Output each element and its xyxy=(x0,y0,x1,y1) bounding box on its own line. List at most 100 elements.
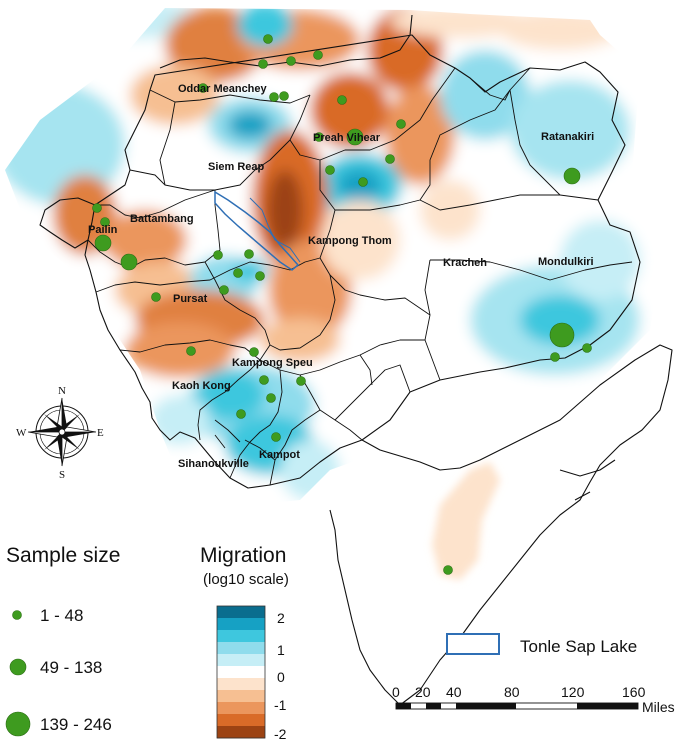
province-label-oddar-meanchey: Oddar Meanchey xyxy=(178,83,268,95)
scale-bar: 0 20 40 80 120 160 Miles xyxy=(392,684,675,715)
migration-color-step xyxy=(217,726,265,739)
sample-site-marker xyxy=(219,285,229,295)
scale-tick-label: 160 xyxy=(622,684,646,700)
sample-size-large-label: 139 - 246 xyxy=(40,715,112,734)
sample-sites xyxy=(92,34,592,575)
migration-color-bar-frame xyxy=(216,605,266,739)
sample-size-small-marker xyxy=(12,610,22,620)
migration-color-step xyxy=(217,630,265,643)
scale-tick-label: 80 xyxy=(504,684,520,700)
sample-size-small-label: 1 - 48 xyxy=(40,606,83,625)
province-label-pursat: Pursat xyxy=(173,293,208,305)
sample-site-marker xyxy=(92,203,102,213)
migration-legend: Migration (log10 scale) 2 1 0 -1 -2 xyxy=(200,544,289,742)
sample-site-marker xyxy=(100,217,110,227)
lake-legend-swatch xyxy=(446,633,500,655)
sample-site-marker xyxy=(151,292,161,302)
migration-color-step xyxy=(217,714,265,727)
migration-tick-label: -2 xyxy=(274,726,287,742)
lake-legend-label: Tonle Sap Lake xyxy=(520,637,637,656)
sample-site-marker xyxy=(346,128,364,146)
sample-site-marker xyxy=(396,119,406,129)
province-labels: Oddar Meanchey Preah Vihear Siem Reap Ra… xyxy=(88,83,594,470)
sample-site-marker xyxy=(244,249,254,259)
migration-tick-label: 1 xyxy=(277,642,285,658)
compass-west-label: W xyxy=(16,427,27,439)
sample-size-large-marker xyxy=(5,711,31,737)
sample-site-marker xyxy=(325,165,335,175)
province-label-mondulkiri: Mondulkiri xyxy=(538,256,594,268)
sample-site-marker xyxy=(213,250,223,260)
migration-color-step xyxy=(217,606,265,619)
province-label-kampong-thom: Kampong Thom xyxy=(308,235,392,247)
sample-site-marker xyxy=(198,83,208,93)
sample-site-marker xyxy=(313,50,323,60)
province-label-sihanoukville: Sihanoukville xyxy=(178,458,249,470)
migration-color-step xyxy=(217,642,265,655)
province-label-ratanakiri: Ratanakiri xyxy=(541,131,594,143)
sample-site-marker xyxy=(269,92,279,102)
sample-site-marker xyxy=(249,347,259,357)
sample-site-marker xyxy=(550,352,560,362)
migration-color-bar xyxy=(217,606,265,739)
sample-site-marker xyxy=(255,271,265,281)
compass-south-label: S xyxy=(59,469,65,481)
province-label-preah-vihear: Preah Vihear xyxy=(313,132,381,144)
province-label-pailin: Pailin xyxy=(88,224,118,236)
sample-site-marker xyxy=(233,268,243,278)
sample-site-marker xyxy=(271,432,281,442)
sample-site-marker xyxy=(94,234,112,252)
sample-size-legend-title: Sample size xyxy=(6,544,120,567)
sample-site-marker xyxy=(358,177,368,187)
scale-tick-label: 0 xyxy=(392,684,400,700)
scale-tick-label: 20 xyxy=(415,684,431,700)
migration-color-step xyxy=(217,690,265,703)
sample-site-marker xyxy=(186,346,196,356)
compass-east-label: E xyxy=(97,427,104,439)
province-label-siem-reap: Siem Reap xyxy=(208,161,265,173)
migration-tick-label: -1 xyxy=(274,697,287,713)
migration-color-step xyxy=(217,618,265,631)
province-boundaries xyxy=(87,67,633,486)
sample-site-marker xyxy=(443,565,453,575)
sample-site-marker xyxy=(337,95,347,105)
scale-tick-label: 40 xyxy=(446,684,462,700)
sample-site-marker xyxy=(279,91,289,101)
sample-site-marker xyxy=(563,167,581,185)
province-label-kampong-speu: Kampong Speu xyxy=(232,357,313,369)
migration-color-step xyxy=(217,666,265,679)
migration-color-step xyxy=(217,702,265,715)
province-label-battambang: Battambang xyxy=(130,213,194,225)
migration-color-step xyxy=(217,654,265,667)
lake-legend: Tonle Sap Lake xyxy=(446,633,637,656)
sample-site-marker xyxy=(385,154,395,164)
scale-unit-label: Miles xyxy=(642,699,675,715)
migration-legend-title: Migration xyxy=(200,544,286,567)
sample-site-marker xyxy=(549,322,575,348)
tonle-sap-lake xyxy=(214,190,300,271)
sample-site-marker xyxy=(286,56,296,66)
sample-site-marker xyxy=(266,393,276,403)
migration-color-step xyxy=(217,678,265,691)
province-label-kaoh-kong: Kaoh Kong xyxy=(172,380,231,392)
sample-site-marker xyxy=(236,409,246,419)
sample-site-marker xyxy=(263,34,273,44)
compass-rose-icon: N S E W xyxy=(16,385,104,481)
sample-site-marker xyxy=(259,375,269,385)
province-label-kracheh: Kracheh xyxy=(443,257,487,269)
sample-site-marker xyxy=(296,376,306,386)
sample-site-marker xyxy=(314,132,324,142)
province-label-kampot: Kampot xyxy=(259,449,300,461)
sample-size-medium-label: 49 - 138 xyxy=(40,658,102,677)
scale-tick-label: 120 xyxy=(561,684,585,700)
sample-size-medium-marker xyxy=(9,658,27,676)
country-outline xyxy=(39,14,673,706)
sample-size-legend: Sample size 1 - 48 49 - 138 139 - 246 xyxy=(5,544,120,737)
tonle-sap-river xyxy=(249,197,301,263)
migration-legend-subtitle: (log10 scale) xyxy=(203,571,289,588)
migration-tick-label: 0 xyxy=(277,669,285,685)
compass-north-label: N xyxy=(58,385,66,397)
sample-site-marker xyxy=(258,59,268,69)
sample-site-marker xyxy=(120,253,138,271)
